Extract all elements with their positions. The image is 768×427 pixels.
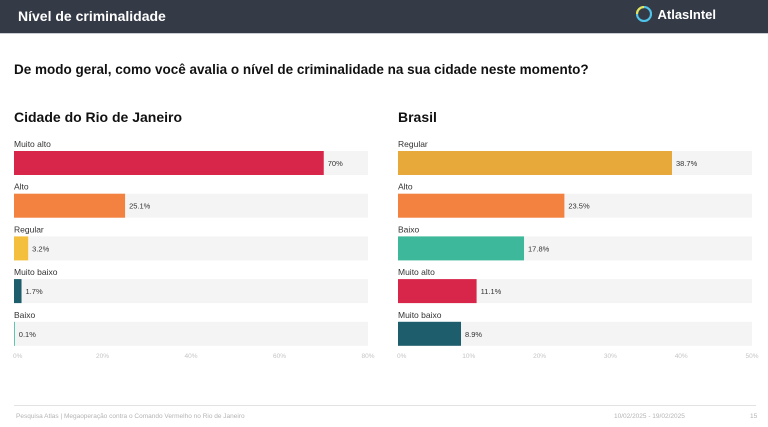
x-tick-label: 10% [462,353,475,360]
value-label: 70% [328,159,343,168]
value-label: 25.1% [129,202,151,211]
footer-divider [14,405,756,406]
x-tick-label: 0% [397,353,407,360]
bar-brasil-regular [398,151,672,175]
bar-rio-muito-baixo [14,279,22,304]
value-label: 17.8% [528,244,550,253]
bar-brasil-muito-alto [398,279,477,304]
survey-question: De modo geral, como você avalia o nível … [14,62,589,77]
bar-rio-baixo [14,321,15,346]
category-label: Baixo [398,224,420,234]
value-label: 8.9% [465,330,482,339]
category-label: Alto [398,182,413,192]
category-label: Regular [14,224,44,234]
value-label: 0.1% [19,330,36,339]
chart-title-rio: Cidade do Rio de Janeiro [14,109,183,125]
x-tick-label: 0% [13,353,23,360]
x-tick-label: 50% [745,353,758,360]
category-label: Muito alto [398,267,435,277]
value-label: 1.7% [26,287,43,296]
bar-rio-regular [14,236,29,261]
value-label: 3.2% [32,244,49,253]
x-tick-label: 20% [96,353,109,360]
x-tick-label: 40% [675,353,688,360]
bar-brasil-muito-baixo [398,321,462,346]
atlasintel-logo-icon [636,6,653,22]
bar-brasil-baixo [398,236,525,261]
header-bar: Nível de criminalidade AtlasIntel [0,0,768,34]
category-label: Alto [14,182,29,192]
bar-track [14,321,368,346]
footer-date-range: 10/02/2025 - 19/02/2025 [614,413,685,420]
category-label: Muito baixo [14,267,58,277]
bar-track [14,279,368,304]
category-label: Regular [398,139,428,149]
value-label: 38.7% [676,159,698,168]
bar-brasil-alto [398,193,565,218]
category-label: Muito alto [14,139,51,149]
brand-name: AtlasIntel [657,6,716,22]
bar-rio-alto [14,193,126,218]
x-tick-label: 80% [361,353,374,360]
brand: AtlasIntel [636,6,716,22]
value-label: 11.1% [481,287,502,296]
bar-rio-muito-alto [14,151,324,175]
x-tick-label: 30% [604,353,617,360]
x-tick-label: 40% [184,353,197,360]
x-tick-label: 20% [533,353,546,360]
page-title: Nível de criminalidade [18,8,166,24]
category-label: Muito baixo [398,310,442,320]
bar-track [14,236,368,261]
chart-title-brasil: Brasil [398,109,437,125]
value-label: 23.5% [568,202,590,211]
footer-source: Pesquisa Atlas | Megaoperação contra o C… [16,413,245,420]
page-number: 15 [750,413,758,420]
x-tick-label: 60% [273,353,286,360]
category-label: Baixo [14,310,36,320]
